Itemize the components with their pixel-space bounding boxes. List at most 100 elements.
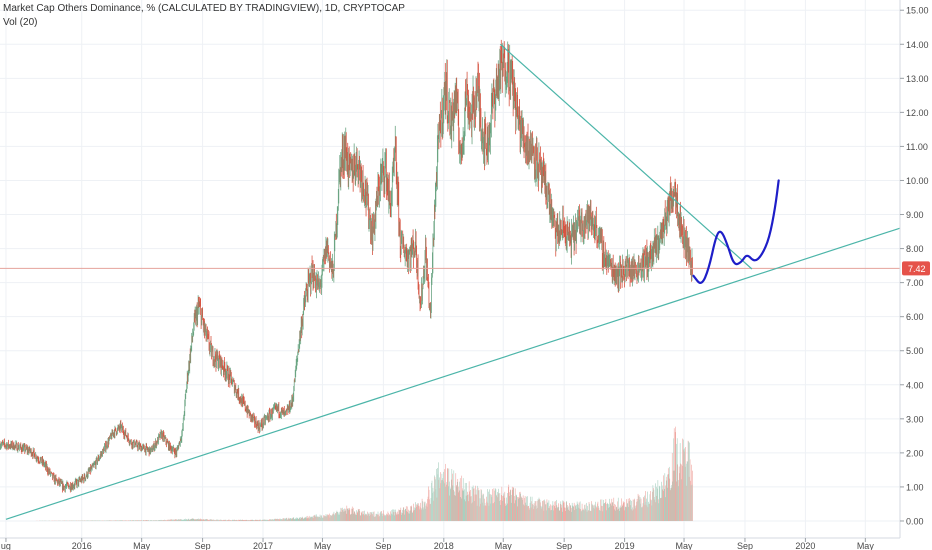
volume-bar xyxy=(304,517,306,521)
volume-bar xyxy=(365,514,366,521)
volume-bar xyxy=(280,518,281,521)
volume-indicator-label[interactable]: Vol (20) xyxy=(3,17,38,28)
volume-bar xyxy=(449,495,451,521)
time-axis[interactable]: ug 2016 May Sep 2017 May Sep 2018 May Sep 2019 May S… xyxy=(0,537,900,550)
volume-bar xyxy=(213,519,215,521)
volume-bar xyxy=(529,508,530,521)
volume-bar xyxy=(369,515,370,521)
volume-bar xyxy=(302,518,304,521)
volume-bar xyxy=(292,518,294,521)
volume-bar xyxy=(162,520,164,521)
y-tick-label: 0.00 xyxy=(906,516,924,526)
volume-bar xyxy=(128,520,129,521)
volume-bar xyxy=(520,493,521,521)
y-tick-label: 9.00 xyxy=(906,210,924,220)
volume-bar xyxy=(564,507,566,521)
volume-bar xyxy=(183,519,185,521)
volume-bar xyxy=(264,519,265,521)
volume-bar xyxy=(597,503,598,521)
volume-bar xyxy=(266,520,267,521)
volume-bar xyxy=(177,519,179,521)
x-tick-label: ug xyxy=(1,541,11,550)
volume-bar xyxy=(255,519,256,521)
volume-bar xyxy=(477,485,478,521)
drawings[interactable] xyxy=(5,43,901,520)
volume-bar xyxy=(418,503,419,521)
volume-bar xyxy=(394,515,395,521)
volume-bar xyxy=(305,516,307,521)
volume-bar xyxy=(662,485,664,521)
volume-bar xyxy=(296,518,298,521)
volume-bar xyxy=(487,502,489,521)
volume-bar xyxy=(639,496,641,521)
volume-bar xyxy=(648,503,650,521)
volume-bar xyxy=(573,502,575,521)
volume-bar xyxy=(299,519,301,521)
volume-bar xyxy=(404,514,406,521)
volume-bar xyxy=(326,516,327,521)
volume-bar xyxy=(244,520,246,521)
volume-bar xyxy=(359,509,360,521)
volume-bar xyxy=(532,504,534,521)
volume-bar xyxy=(240,520,242,521)
volume-bar xyxy=(670,490,672,521)
volume-bar xyxy=(249,520,251,521)
volume-bar xyxy=(163,520,164,521)
volume-bar xyxy=(195,519,197,521)
volume-bar xyxy=(270,519,272,521)
projection-forecast-path[interactable] xyxy=(692,179,780,284)
volume-bar xyxy=(493,488,495,521)
x-tick-label: Sep xyxy=(195,541,211,550)
volume-bar xyxy=(541,506,543,521)
volume-bar xyxy=(655,502,657,521)
volume-bar xyxy=(122,520,124,521)
volume-bar xyxy=(676,438,678,521)
volume-bar xyxy=(661,497,663,521)
volume-bar xyxy=(522,495,524,521)
volume-bar xyxy=(289,518,291,521)
y-tick-label: 11.00 xyxy=(906,142,928,152)
volume-bar xyxy=(402,513,404,521)
volume-bar xyxy=(513,488,515,521)
volume-bar xyxy=(361,514,363,521)
volume-bar xyxy=(181,519,183,521)
volume-bar xyxy=(531,501,532,521)
volume-bar xyxy=(387,511,389,521)
volume-bar xyxy=(537,507,538,521)
volume-bar xyxy=(588,502,590,521)
volume-bar xyxy=(521,499,523,521)
volume-bar xyxy=(682,449,684,521)
volume-bar xyxy=(294,519,296,521)
price-axis[interactable]: 15.00 14.00 13.00 12.00 11.00 10.00 9.00 8.00 7.… xyxy=(899,0,929,538)
volume-bar xyxy=(424,501,426,521)
volume-bar xyxy=(483,505,485,521)
volume-bar xyxy=(143,520,145,521)
volume-bar xyxy=(455,486,457,521)
volume-bar xyxy=(241,519,243,521)
volume-bar xyxy=(272,519,274,521)
volume-bar xyxy=(337,511,338,521)
volume-bar xyxy=(293,517,294,521)
volume-bar xyxy=(471,496,472,521)
volume-bar xyxy=(617,501,619,521)
volume-bar xyxy=(441,480,442,521)
volume-bar xyxy=(308,515,310,521)
volume-bar xyxy=(589,510,591,521)
trendline-descending-resistance[interactable] xyxy=(499,43,753,270)
volume-bar xyxy=(164,519,165,521)
volume-bar xyxy=(646,498,647,521)
volume-bar xyxy=(316,514,317,521)
volume-bar xyxy=(349,514,351,521)
volume-bar xyxy=(115,520,116,521)
volume-bar xyxy=(217,519,218,521)
volume-bar xyxy=(577,503,578,521)
volume-bar xyxy=(313,515,315,521)
trendline-ascending-support[interactable] xyxy=(5,227,901,520)
volume-bar xyxy=(195,519,197,521)
volume-bar xyxy=(624,502,625,521)
volume-bar xyxy=(628,506,629,521)
volume-bar xyxy=(617,497,619,521)
volume-bar xyxy=(690,480,691,521)
